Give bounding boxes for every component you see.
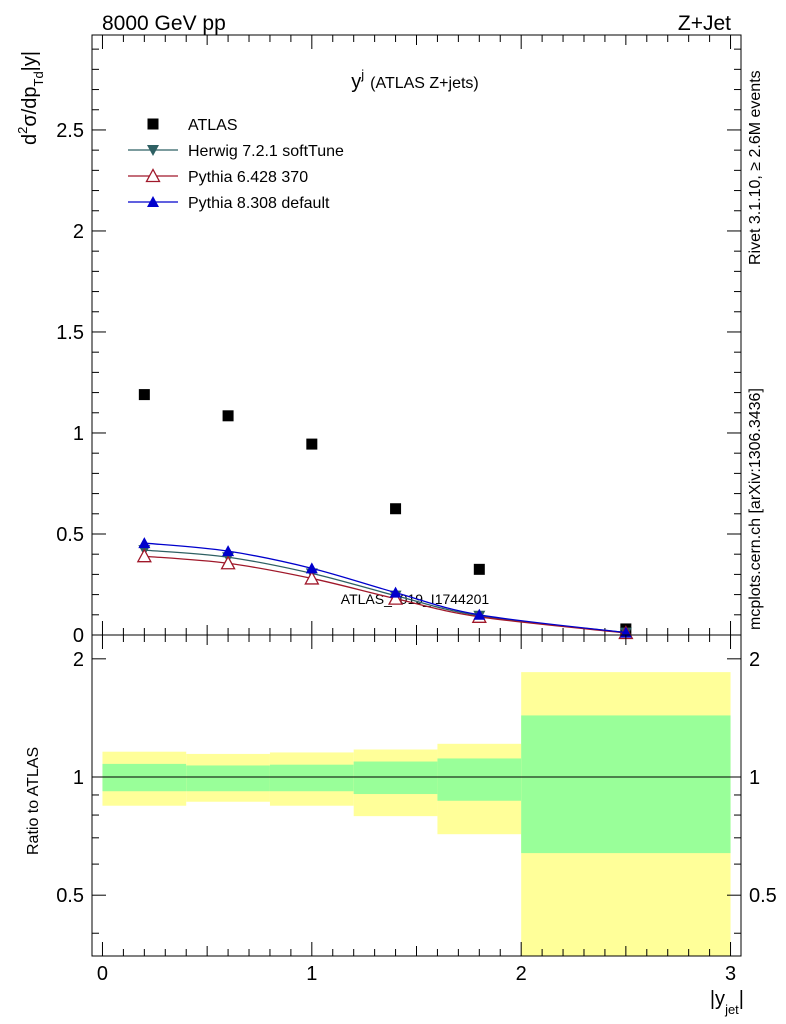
marker-square: [138, 389, 150, 401]
x-tick-label: 2: [516, 963, 527, 985]
ylabel-d: d: [19, 134, 41, 145]
legend-label: Herwig 7.2.1 softTune: [188, 143, 344, 160]
marker-triangle-up: [389, 586, 402, 598]
legend: ATLAS Herwig 7.2.1 softTune Pythia 6.428 3…: [128, 117, 344, 212]
marker-triangle-open: [136, 548, 152, 563]
title-sup: j: [360, 67, 364, 82]
marker-square: [473, 563, 485, 575]
main-y-axis-label: d2σ/dpTd|y|: [15, 51, 46, 145]
marker-triangle-open: [387, 590, 404, 605]
main-y-tick-label: 1: [73, 423, 84, 445]
ratio-y-tick-label: 0.5: [56, 885, 84, 907]
marker-square: [390, 503, 402, 515]
legend-entry: Pythia 8.308 default: [128, 195, 330, 212]
ylabel-sup: 2: [15, 127, 30, 134]
series-3: [138, 537, 632, 638]
marker-square: [222, 410, 234, 422]
x-tick-label: 3: [725, 963, 736, 985]
ratio-y-tick-label-right: 1: [749, 767, 760, 789]
series-line: [144, 549, 626, 634]
marker-triangle-open: [220, 555, 236, 570]
series-line: [144, 542, 626, 634]
main-series: [136, 389, 634, 640]
marker-square: [306, 438, 318, 450]
marker-triangle-up: [138, 537, 151, 549]
rivet-label: Rivet 3.1.10, ≥ 2.6M events: [747, 70, 764, 265]
legend-entry: Pythia 6.428 370: [128, 168, 308, 186]
ylabel-end: |y|: [19, 51, 41, 71]
legend-entry: ATLAS: [147, 117, 238, 134]
xlabel-end: |: [739, 988, 744, 1010]
legend-label: Pythia 8.308 default: [188, 195, 330, 212]
xlabel-main: |y: [710, 988, 725, 1010]
ratio-axis-ticks: [92, 635, 741, 956]
main-title: yj (ATLAS Z+jets): [351, 67, 479, 93]
header-left: 8000 GeV pp: [102, 12, 226, 35]
marker-triangle-up: [222, 545, 235, 557]
main-y-tick-label: 2: [73, 221, 84, 243]
ratio-bands: [102, 672, 731, 956]
stat-uncertainty-band: [437, 758, 522, 801]
ratio-y-tick-label-right: 2: [749, 649, 760, 671]
stat-uncertainty-band: [269, 764, 354, 792]
stat-uncertainty-band: [353, 761, 438, 795]
marker-triangle-open: [145, 168, 161, 183]
ylabel-mid: σ/dp: [19, 86, 41, 126]
ratio-y-tick-label-right: 0.5: [749, 885, 777, 907]
stat-uncertainty-band: [186, 765, 270, 792]
marker-triangle-up: [305, 562, 318, 574]
stat-uncertainty-band: [521, 715, 731, 854]
marker-triangle-up: [147, 196, 159, 207]
main-panel: 00.511.522.5 ATLAS_2019_I1744201 yj(ATLA…: [15, 34, 742, 647]
legend-label: Pythia 6.428 370: [188, 169, 308, 186]
x-tick-label: 1: [306, 963, 317, 985]
marker-square: [147, 118, 159, 130]
main-y-tick-label: 0: [73, 625, 84, 647]
main-y-tick-label: 1.5: [56, 322, 84, 344]
ratio-y-tick-label: 1: [73, 767, 84, 789]
mcplots-label: mcplots.cern.ch [arXiv:1306.3436]: [747, 388, 764, 630]
main-y-tick-label: 2.5: [56, 120, 84, 142]
legend-entry: Herwig 7.2.1 softTune: [128, 143, 344, 160]
x-axis-label: |yjet|: [710, 988, 744, 1017]
header-right: Z+Jet: [678, 12, 731, 35]
title-suffix: (ATLAS Z+jets): [370, 75, 479, 92]
main-y-tick-labels: 0 0.5 1 1.5 2 2.5: [56, 120, 84, 647]
stat-uncertainty-band: [102, 763, 187, 792]
ratio-y-axis-label: Ratio to ATLAS: [25, 747, 42, 855]
x-tick-label: 0: [97, 963, 108, 985]
title-main: y: [351, 71, 361, 93]
main-axis-ticks: [92, 35, 741, 636]
marker-triangle-up: [473, 608, 486, 620]
main-y-tick-label: 0.5: [56, 524, 84, 546]
marker-triangle-down: [147, 145, 159, 156]
ratio-y-tick-label: 2: [73, 649, 84, 671]
marker-triangle-open: [304, 570, 320, 585]
series-line: [144, 555, 626, 634]
legend-label: ATLAS: [188, 117, 238, 134]
ratio-panel: 0.5 0.5 1 1 2 2 0 1 2 3 Ratio to ATLAS |yjet|: [25, 634, 777, 1017]
ratio-tick-labels: 0.5 0.5 1 1 2 2 0 1 2 3: [56, 649, 777, 985]
ylabel-sub: Td: [31, 71, 46, 86]
xlabel-sub: jet: [724, 1002, 739, 1017]
